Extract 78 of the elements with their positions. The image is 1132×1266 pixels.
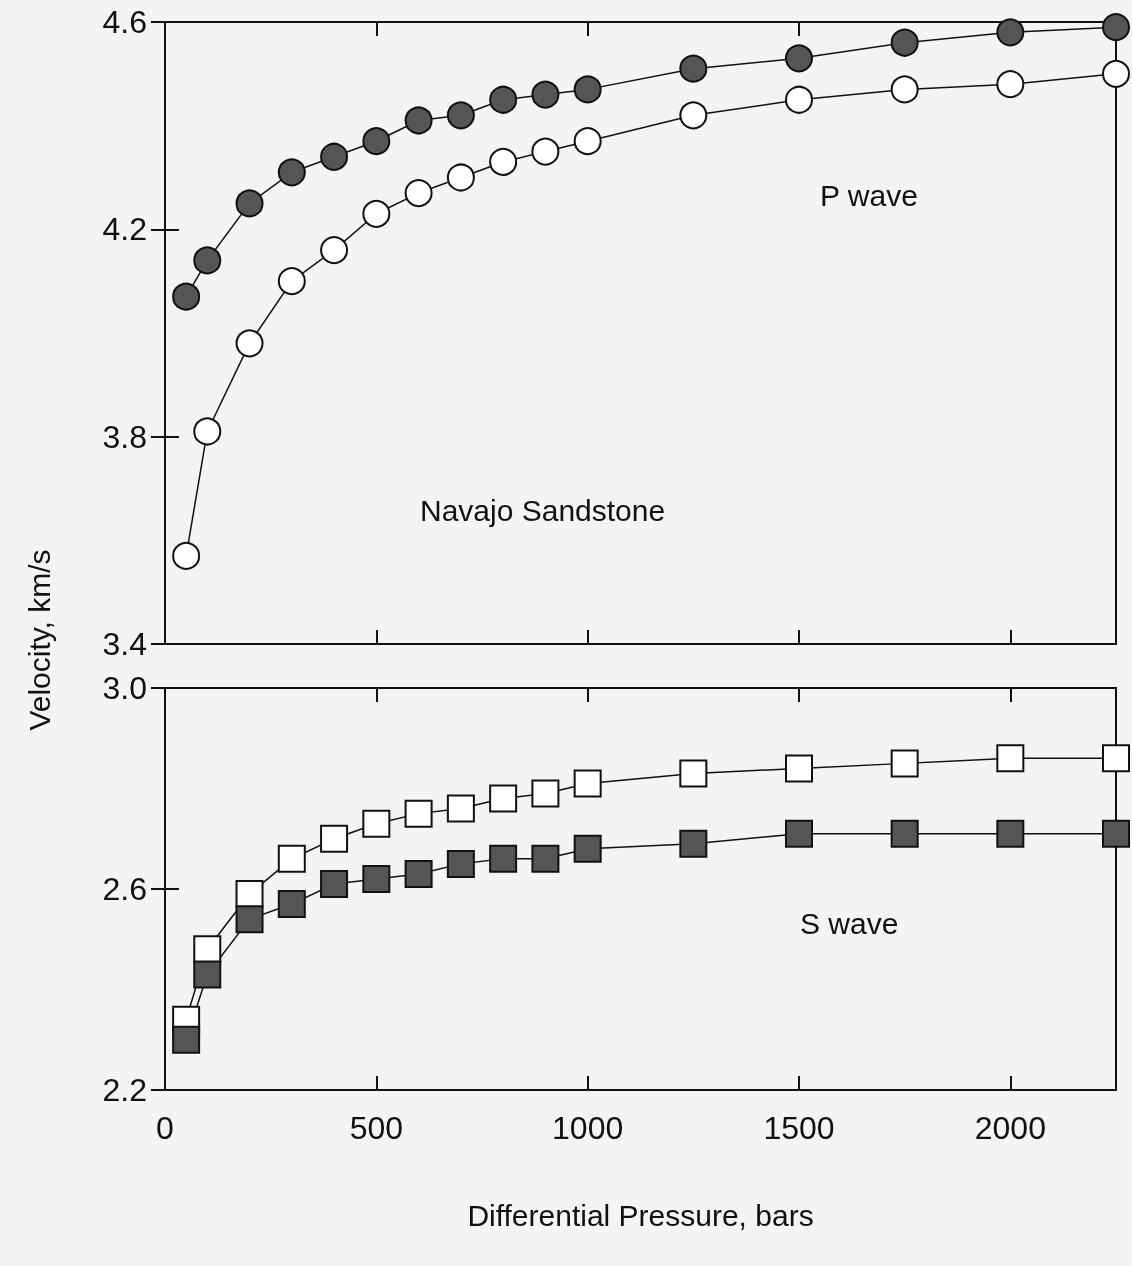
point xyxy=(679,101,708,130)
x-tick-label: 500 xyxy=(349,1110,404,1146)
point xyxy=(446,849,475,878)
y-tick-label: 2.2 xyxy=(102,1072,147,1108)
x-tick-label: 1000 xyxy=(552,1110,624,1146)
y-axis-title: Velocity, km/s xyxy=(22,548,57,733)
point xyxy=(531,779,560,808)
point xyxy=(996,18,1025,47)
point xyxy=(573,75,602,104)
point xyxy=(996,744,1025,773)
y-tick-label: 4.2 xyxy=(102,211,147,248)
point xyxy=(235,329,264,358)
y-tick-label: 3.4 xyxy=(102,626,147,662)
point xyxy=(446,163,475,192)
point xyxy=(489,85,518,114)
point xyxy=(1102,13,1130,42)
point xyxy=(573,769,602,798)
point xyxy=(679,829,708,858)
x-tick-label: 1500 xyxy=(763,1110,835,1146)
point xyxy=(320,142,349,171)
point xyxy=(890,75,919,104)
y-tick-label: 2.6 xyxy=(102,871,147,907)
y-tick-label: 3.8 xyxy=(102,418,147,455)
point xyxy=(277,844,306,873)
point xyxy=(1102,59,1130,88)
point xyxy=(277,267,306,296)
point xyxy=(193,417,222,446)
point xyxy=(785,85,813,114)
annotation: P wave xyxy=(820,178,918,212)
x-tick-label: 0 xyxy=(156,1110,174,1146)
annotation: Navajo Sandstone xyxy=(420,493,666,527)
point xyxy=(193,960,222,989)
point xyxy=(235,905,264,934)
point xyxy=(404,106,433,135)
point xyxy=(531,80,560,109)
point xyxy=(890,749,919,778)
point xyxy=(573,127,602,156)
x-axis-title: Differential Pressure, bars xyxy=(467,1198,814,1232)
point xyxy=(404,179,433,208)
point xyxy=(785,819,813,848)
point xyxy=(996,819,1025,848)
point xyxy=(320,824,349,853)
point xyxy=(489,147,518,176)
point xyxy=(277,890,306,919)
point xyxy=(320,869,349,898)
point xyxy=(362,809,391,838)
point xyxy=(235,189,264,218)
point xyxy=(531,137,560,166)
y-tick-label: 3.0 xyxy=(102,670,147,706)
point xyxy=(996,70,1025,99)
point xyxy=(531,844,560,873)
point xyxy=(446,101,475,130)
y-tick-label: 4.6 xyxy=(102,4,147,40)
point xyxy=(277,158,306,187)
point xyxy=(679,54,708,83)
point xyxy=(172,1025,201,1054)
point xyxy=(193,246,222,275)
point xyxy=(404,799,433,828)
point xyxy=(785,754,813,783)
point xyxy=(573,834,602,863)
point xyxy=(890,819,919,848)
point xyxy=(785,44,813,73)
point xyxy=(489,844,518,873)
point xyxy=(404,859,433,888)
point xyxy=(679,759,708,788)
point xyxy=(172,541,201,570)
point xyxy=(362,864,391,893)
point xyxy=(489,784,518,813)
point xyxy=(890,28,919,57)
point xyxy=(1102,744,1130,773)
x-tick-label: 2000 xyxy=(974,1110,1046,1146)
point xyxy=(362,127,391,156)
point xyxy=(446,794,475,823)
point xyxy=(362,199,391,228)
point xyxy=(172,282,201,311)
point xyxy=(1102,819,1130,848)
point xyxy=(320,236,349,265)
annotation: S wave xyxy=(800,906,899,940)
